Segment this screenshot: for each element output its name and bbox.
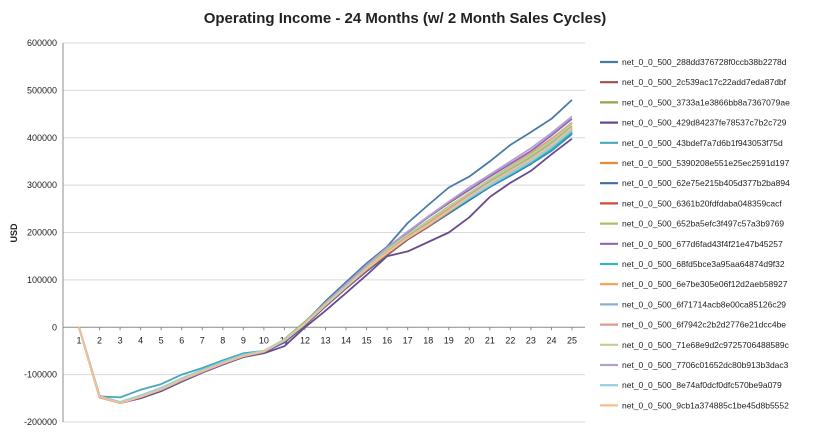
legend-label: net_0_0_500_2c539ac17c22add7eda87dbf	[622, 77, 787, 87]
chart-title: Operating Income - 24 Months (w/ 2 Month…	[204, 10, 607, 27]
legend-label: net_0_0_500_5390208e551e25ec2591d197	[622, 158, 790, 168]
series-line-11	[78, 131, 573, 404]
x-tick-label: 25	[567, 335, 577, 345]
series-line-9	[78, 125, 573, 404]
x-tick-label: 23	[526, 335, 536, 345]
x-tick-label: 7	[200, 335, 205, 345]
legend-label: net_0_0_500_3733a1e3866bb8a7367079ae	[622, 97, 790, 107]
series-line-10	[78, 118, 573, 404]
y-tick-label: 300000	[27, 180, 57, 190]
series-line-3	[78, 121, 573, 404]
x-tick-label: 20	[464, 335, 474, 345]
x-tick-label: 2	[97, 335, 102, 345]
legend-label: net_0_0_500_6361b20fdfdaba048359cacf	[622, 198, 782, 208]
legend-label: net_0_0_500_71e68e9d2c9725706488589c	[622, 340, 790, 350]
x-tick-label: 22	[505, 335, 515, 345]
legend-label: net_0_0_500_652ba5efc3f497c57a3b9769	[622, 219, 784, 229]
y-axis-title: USD	[9, 223, 19, 243]
y-tick-label: 100000	[27, 275, 57, 285]
x-tick-label: 3	[118, 335, 123, 345]
y-tick-label: -100000	[24, 370, 57, 380]
x-tick-label: 4	[138, 335, 143, 345]
series-line-15	[78, 122, 573, 404]
x-tick-label: 1	[76, 335, 81, 345]
legend-label: net_0_0_500_43bdef7a7d6b1f943053f75d	[622, 138, 783, 148]
y-tick-label: -200000	[24, 417, 57, 427]
legend-label: net_0_0_500_677d6fad43f4f21e47b45257	[622, 239, 783, 249]
series-line-14	[78, 121, 573, 405]
legend-label: net_0_0_500_6f71714acb8e00ca85126c29	[622, 299, 786, 309]
legend-label: net_0_0_500_6f7942c2b2d2776e21dcc4be	[622, 320, 786, 330]
x-tick-label: 8	[220, 335, 225, 345]
y-tick-label: 400000	[27, 133, 57, 143]
legend-label: net_0_0_500_6e7be305e06f12d2aeb58927	[622, 279, 788, 289]
legend-label: net_0_0_500_288dd376728f0ccb38b2278d	[622, 57, 787, 67]
x-tick-label: 18	[423, 335, 433, 345]
y-tick-label: 500000	[27, 85, 57, 95]
legend-label: net_0_0_500_8e74af0dcf0dfc570be9a079	[622, 380, 782, 390]
x-tick-label: 5	[159, 335, 164, 345]
legend-label: net_0_0_500_68fd5bce3a95aa64874d9f32	[622, 259, 785, 269]
x-tick-label: 16	[382, 335, 392, 345]
x-tick-label: 19	[444, 335, 454, 345]
x-tick-label: 13	[320, 335, 330, 345]
legend-label: net_0_0_500_9cb1a374885c1be45d8b5552	[622, 400, 789, 410]
x-tick-label: 17	[403, 335, 413, 345]
legend-label: net_0_0_500_62e75e215b405d377b2ba894	[622, 178, 790, 188]
y-tick-label: 0	[52, 322, 57, 332]
x-axis-ticks: 1 2 3 4 5 6 7 8 9 10 11 12 13 14 15 16 17 18 19 20 21 22 23 24 2…	[76, 327, 577, 345]
series-line-16	[78, 115, 573, 404]
series-line-1	[78, 99, 573, 404]
legend-label: net_0_0_500_7706c01652dc80b913b3dac3	[622, 360, 789, 370]
legend: net_0_0_500_288dd376728f0ccb38b2278d net_…	[600, 57, 790, 410]
legend-label: net_0_0_500_429d84237fe78537c7b2c729	[622, 118, 787, 128]
y-tick-label: 600000	[27, 38, 57, 48]
series-lines	[78, 99, 573, 405]
x-tick-label: 21	[485, 335, 495, 345]
x-tick-label: 24	[546, 335, 556, 345]
series-line-18	[78, 127, 573, 405]
x-tick-label: 14	[341, 335, 351, 345]
x-tick-label: 12	[300, 335, 310, 345]
y-axis-ticks: 600000 500000 400000 300000 200000 100000 0 -10…	[24, 38, 57, 427]
y-tick-label: 200000	[27, 228, 57, 238]
x-tick-label: 15	[362, 335, 372, 345]
x-tick-label: 9	[241, 335, 246, 345]
x-tick-label: 10	[259, 335, 269, 345]
gridlines	[62, 42, 585, 423]
x-tick-label: 6	[179, 335, 184, 345]
